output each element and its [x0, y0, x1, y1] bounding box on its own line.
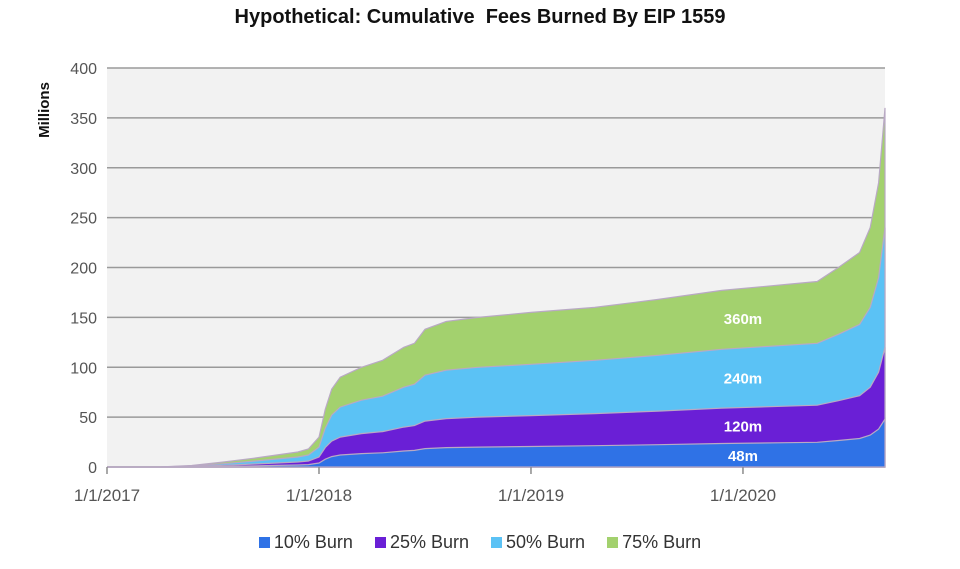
series-areas [107, 107, 886, 468]
legend-item: 25% Burn [374, 532, 469, 553]
legend-item: 50% Burn [491, 532, 585, 553]
legend-item: 75% Burn [607, 532, 701, 553]
x-tick-label: 1/1/2020 [710, 486, 776, 505]
legend-swatch [258, 537, 270, 548]
y-tick-label: 150 [70, 310, 97, 327]
area-10-burn [107, 417, 886, 468]
data-label: 240m [724, 371, 762, 388]
legend-label: 10% Burn [273, 532, 353, 552]
y-tick-label: 0 [88, 460, 97, 477]
legend-item: 10% Burn [258, 532, 353, 553]
data-label: 360m [724, 311, 762, 328]
y-tick-label: 100 [70, 360, 97, 377]
y-tick-label: 400 [70, 61, 97, 78]
x-axis-ticks: 1/1/2017 1/1/2018 1/1/2019 1/1/2020 [74, 467, 776, 505]
legend-label: 25% Burn [389, 532, 469, 552]
y-tick-label: 250 [70, 211, 97, 228]
y-tick-label: 300 [70, 161, 97, 178]
area-25-burn [107, 347, 886, 468]
y-tick-label: 50 [79, 410, 97, 427]
x-tick-label: 1/1/2019 [498, 486, 564, 505]
legend-swatch [607, 537, 619, 548]
y-axis-title: Millions [36, 82, 53, 138]
x-tick-label: 1/1/2018 [286, 486, 352, 505]
legend-label: 50% Burn [506, 532, 586, 552]
area-50-burn [107, 227, 886, 468]
chart-title: Hypothetical: Cumulative Fees Burned By … [234, 6, 726, 28]
legend-swatch [374, 537, 386, 548]
y-tick-label: 350 [70, 111, 97, 128]
data-label: 48m [728, 448, 758, 465]
y-tick-label: 200 [70, 261, 97, 278]
legend-label: 75% Burn [622, 532, 702, 552]
y-axis-ticks: 0 50 100 150 200 250 300 350 400 [70, 61, 97, 477]
legend: 10% Burn 25% Burn 50% Burn 75% Burn [0, 532, 960, 553]
data-labels: 48m 120m 240m 360m [724, 311, 762, 465]
x-tick-label: 1/1/2017 [74, 486, 140, 505]
legend-swatch [491, 537, 502, 548]
data-label: 120m [724, 418, 762, 435]
